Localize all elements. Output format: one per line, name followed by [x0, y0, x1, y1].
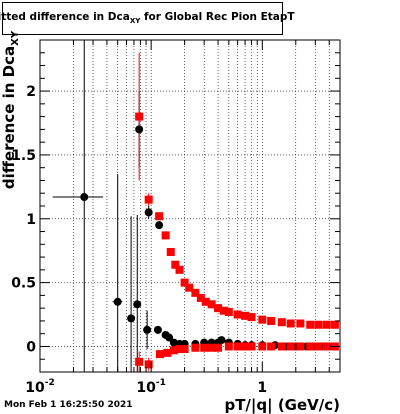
data-point-square — [155, 212, 164, 221]
y-tick-label: 0.5 — [11, 276, 36, 292]
data-point-square — [286, 342, 295, 351]
data-point-square — [296, 319, 305, 328]
tick-layer — [39, 39, 341, 373]
x-tick-label: 1 — [257, 380, 267, 396]
grid-layer — [39, 40, 341, 372]
data-point-square — [171, 260, 180, 269]
marker-layer — [80, 112, 339, 369]
data-point-square — [214, 343, 223, 352]
data-point-square — [322, 320, 331, 329]
y-tick-label: 0 — [26, 339, 36, 355]
data-point-square — [163, 348, 172, 357]
chart-title-subscript: XY — [129, 17, 141, 26]
tick-label-layer: 0 0.5 1 1.5 2 10-2 10-1 1 — [11, 84, 267, 396]
data-point-square — [185, 283, 194, 292]
data-point-circle — [153, 325, 162, 334]
y-axis-label-subscript: XY — [10, 30, 21, 46]
data-point-circle — [144, 208, 153, 217]
timestamp-footer: Mon Feb 1 16:25:50 2021 — [4, 400, 133, 410]
data-point-square — [169, 346, 178, 355]
data-point-square — [241, 342, 250, 351]
data-point-square — [135, 357, 144, 366]
x-tick-label: 10-1 — [136, 378, 165, 396]
data-point-square — [314, 320, 323, 329]
data-point-circle — [217, 336, 226, 345]
data-point-square — [196, 293, 205, 302]
data-point-square — [191, 288, 200, 297]
data-point-square — [155, 350, 164, 359]
data-point-square — [224, 307, 233, 316]
data-point-square — [201, 297, 210, 306]
data-point-circle — [133, 300, 142, 309]
data-point-square — [277, 342, 286, 351]
data-point-square — [175, 345, 184, 354]
data-point-square — [144, 195, 153, 204]
data-point-square — [258, 315, 267, 324]
data-point-square — [306, 320, 315, 329]
y-tick-label: 1.5 — [11, 148, 36, 164]
data-point-square — [314, 342, 323, 351]
data-point-square — [175, 265, 184, 274]
y-axis-label: difference in DcaXY — [0, 25, 21, 195]
chart-title-box: Fitted difference in DcaXY for Global Re… — [0, 2, 295, 35]
data-point-square — [247, 342, 256, 351]
data-point-square — [267, 342, 276, 351]
chart-title-main: Fitted difference in Dca — [0, 11, 130, 24]
y-tick-label: 1 — [26, 212, 36, 228]
data-point-circle — [80, 193, 89, 202]
data-point-square — [241, 311, 250, 320]
x-axis-label: pT/|q| (GeV/c) — [224, 396, 340, 414]
data-point-square — [214, 304, 223, 313]
data-point-square — [224, 342, 233, 351]
data-point-square — [191, 343, 200, 352]
y-axis-label-main: difference in Dca — [0, 45, 18, 190]
data-point-square — [180, 345, 189, 354]
chart-title-rest: for Global Rec Pion EtapT — [140, 11, 295, 24]
data-point-circle — [165, 333, 174, 342]
data-point-square — [180, 278, 189, 287]
data-point-square — [267, 316, 276, 325]
data-point-square — [135, 112, 144, 121]
data-point-circle — [113, 297, 122, 306]
data-point-square — [233, 342, 242, 351]
y-tick-label: 2 — [26, 84, 36, 100]
data-point-square — [258, 342, 267, 351]
data-point-square — [322, 342, 331, 351]
data-point-square — [306, 342, 315, 351]
data-point-square — [219, 306, 228, 315]
data-point-square — [207, 343, 216, 352]
data-point-square — [207, 300, 216, 309]
data-point-square — [330, 320, 339, 329]
data-point-square — [277, 318, 286, 327]
data-point-square — [166, 247, 175, 256]
plot-frame — [39, 39, 341, 373]
chart-title: Fitted difference in DcaXY for Global Re… — [0, 11, 295, 25]
data-point-square — [200, 343, 209, 352]
error-bar-layer — [52, 40, 170, 372]
data-point-circle — [143, 325, 152, 334]
data-point-circle — [127, 314, 136, 323]
data-point-square — [161, 231, 170, 240]
data-point-square — [144, 360, 153, 369]
data-point-square — [233, 310, 242, 319]
data-point-circle — [155, 221, 164, 230]
data-point-square — [296, 342, 305, 351]
data-point-circle — [135, 125, 144, 134]
data-point-square — [247, 313, 256, 322]
x-tick-label: 10-2 — [25, 378, 54, 396]
data-point-square — [286, 319, 295, 328]
